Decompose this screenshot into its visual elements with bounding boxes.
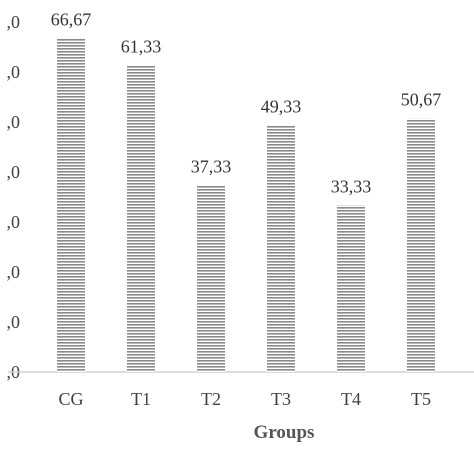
bar-t1 bbox=[127, 65, 155, 372]
data-label-t4: 33,33 bbox=[331, 176, 372, 196]
bar-cg bbox=[57, 38, 85, 373]
x-tick-label-cg: CG bbox=[58, 389, 83, 409]
x-tick-label-t1: T1 bbox=[131, 389, 151, 409]
data-label-t5: 50,67 bbox=[401, 90, 442, 110]
bar-t3 bbox=[267, 125, 295, 372]
data-label-t2: 37,33 bbox=[191, 156, 232, 176]
x-axis-ticks: CG T1 T2 T3 T4 T5 bbox=[58, 389, 431, 409]
y-tick-label: ,0 bbox=[7, 312, 21, 332]
y-tick-label: ,0 bbox=[7, 12, 21, 32]
bars-group bbox=[57, 38, 435, 373]
bar-t4 bbox=[337, 205, 365, 372]
data-labels-group: 66,67 61,33 37,33 49,33 33,33 50,67 bbox=[51, 10, 442, 197]
x-tick-label-t4: T4 bbox=[341, 389, 361, 409]
y-tick-label: ,0 bbox=[7, 112, 21, 132]
y-tick-label: ,0 bbox=[7, 62, 21, 82]
data-label-t3: 49,33 bbox=[261, 96, 302, 116]
x-tick-label-t2: T2 bbox=[201, 389, 221, 409]
x-tick-label-t5: T5 bbox=[411, 389, 431, 409]
x-tick-label-t3: T3 bbox=[271, 389, 291, 409]
bar-t5 bbox=[407, 118, 435, 373]
bar-t2 bbox=[197, 185, 225, 372]
data-label-t1: 61,33 bbox=[121, 36, 162, 56]
y-tick-label: ,0 bbox=[7, 162, 21, 182]
y-tick-label: ,0 bbox=[7, 262, 21, 282]
data-label-cg: 66,67 bbox=[51, 10, 92, 30]
y-tick-label: ,0 bbox=[7, 212, 21, 232]
y-axis-ticks: ,0,0,0,0,0,0,0,0 bbox=[7, 12, 21, 382]
x-axis-title: Groups bbox=[254, 422, 315, 443]
